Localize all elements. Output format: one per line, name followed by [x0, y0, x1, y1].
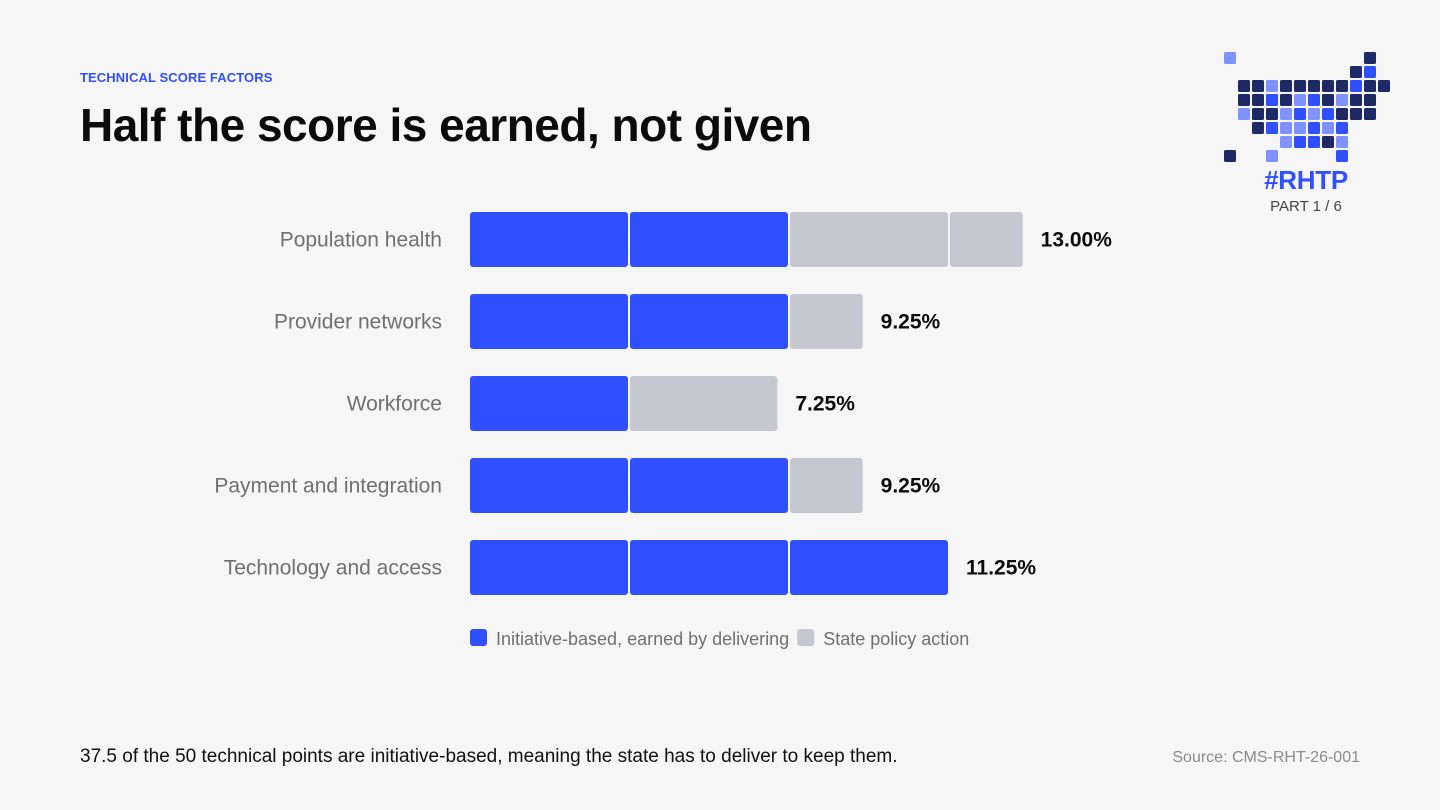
map-pixel: [1266, 150, 1278, 162]
map-pixel: [1350, 108, 1362, 120]
map-pixel: [1252, 122, 1264, 134]
map-pixel: [1266, 94, 1278, 106]
map-pixel: [1266, 122, 1278, 134]
total-value-label: 9.25%: [881, 311, 941, 334]
page-title: Half the score is earned, not given: [80, 99, 812, 151]
bar-segment-policy: [790, 212, 948, 267]
map-pixel: [1294, 136, 1306, 148]
map-pixel: [1280, 80, 1292, 92]
map-pixel: [1280, 122, 1292, 134]
us-map-pixel-icon: [1224, 52, 1390, 162]
bar-segment-initiative: [470, 294, 628, 349]
map-pixel: [1336, 108, 1348, 120]
eyebrow: TECHNICAL SCORE FACTORS: [80, 70, 273, 85]
bar-segment-initiative: [630, 212, 788, 267]
total-value-label: 13.00%: [1041, 229, 1113, 252]
category-label: Provider networks: [274, 311, 442, 334]
map-pixel: [1280, 94, 1292, 106]
map-pixel: [1308, 108, 1320, 120]
map-pixel: [1322, 136, 1334, 148]
map-pixel: [1224, 52, 1236, 64]
map-pixel: [1350, 66, 1362, 78]
bar-segment-initiative: [630, 294, 788, 349]
category-label: Technology and access: [224, 557, 442, 580]
map-pixel: [1350, 80, 1362, 92]
bar-segment-initiative: [790, 540, 948, 595]
map-pixel: [1294, 94, 1306, 106]
total-value-label: 7.25%: [795, 393, 855, 416]
map-pixel: [1378, 80, 1390, 92]
brand-part: PART 1 / 6: [1270, 198, 1342, 215]
map-pixel: [1336, 80, 1348, 92]
map-pixel: [1238, 80, 1250, 92]
bar-segment-initiative: [470, 540, 628, 595]
legend-label: Initiative-based, earned by delivering: [496, 629, 789, 649]
map-pixel: [1322, 80, 1334, 92]
bar-segment-policy: [950, 212, 1023, 267]
map-pixel: [1294, 122, 1306, 134]
legend-swatch: [797, 629, 815, 646]
total-value-label: 11.25%: [966, 557, 1036, 580]
map-pixel: [1364, 108, 1376, 120]
stacked-bar-chart: Population health 13.00% Provider networks…: [214, 212, 1113, 649]
map-pixel: [1280, 136, 1292, 148]
bar-segment-policy: [630, 376, 778, 431]
brand-block: #RHTP PART 1 / 6: [1222, 50, 1390, 220]
map-pixel: [1322, 122, 1334, 134]
map-pixel: [1364, 52, 1376, 64]
map-pixel: [1252, 80, 1264, 92]
map-pixel: [1238, 94, 1250, 106]
source-note: Source: CMS-RHT-26-001: [1172, 749, 1360, 766]
map-pixel: [1308, 94, 1320, 106]
map-pixel: [1364, 80, 1376, 92]
map-pixel: [1294, 80, 1306, 92]
map-pixel: [1336, 94, 1348, 106]
legend-label: State policy action: [823, 629, 969, 649]
bar-segment-initiative: [470, 458, 628, 513]
map-pixel: [1336, 122, 1348, 134]
legend-swatch: [470, 629, 487, 646]
category-label: Population health: [280, 229, 442, 252]
map-pixel: [1336, 136, 1348, 148]
map-pixel: [1252, 94, 1264, 106]
map-pixel: [1308, 122, 1320, 134]
map-pixel: [1364, 94, 1376, 106]
bar-segment-policy: [790, 458, 863, 513]
bar-segment-initiative: [470, 376, 628, 431]
category-label: Payment and integration: [214, 475, 442, 498]
map-pixel: [1322, 108, 1334, 120]
map-pixel: [1308, 136, 1320, 148]
bar-segment-initiative: [630, 540, 788, 595]
total-value-label: 9.25%: [881, 475, 941, 498]
map-pixel: [1266, 80, 1278, 92]
category-label: Workforce: [347, 393, 442, 416]
map-pixel: [1308, 80, 1320, 92]
map-pixel: [1238, 108, 1250, 120]
bar-segment-policy: [790, 294, 863, 349]
footnote: 37.5 of the 50 technical points are init…: [80, 746, 898, 767]
map-pixel: [1322, 94, 1334, 106]
map-pixel: [1336, 150, 1348, 162]
map-pixel: [1364, 66, 1376, 78]
map-pixel: [1252, 108, 1264, 120]
brand-hashtag: #RHTP: [1264, 165, 1348, 195]
map-pixel: [1294, 108, 1306, 120]
map-pixel: [1266, 108, 1278, 120]
bar-segment-initiative: [470, 212, 628, 267]
map-pixel: [1350, 94, 1362, 106]
map-pixel: [1224, 150, 1236, 162]
bar-segment-initiative: [630, 458, 788, 513]
map-pixel: [1280, 108, 1292, 120]
